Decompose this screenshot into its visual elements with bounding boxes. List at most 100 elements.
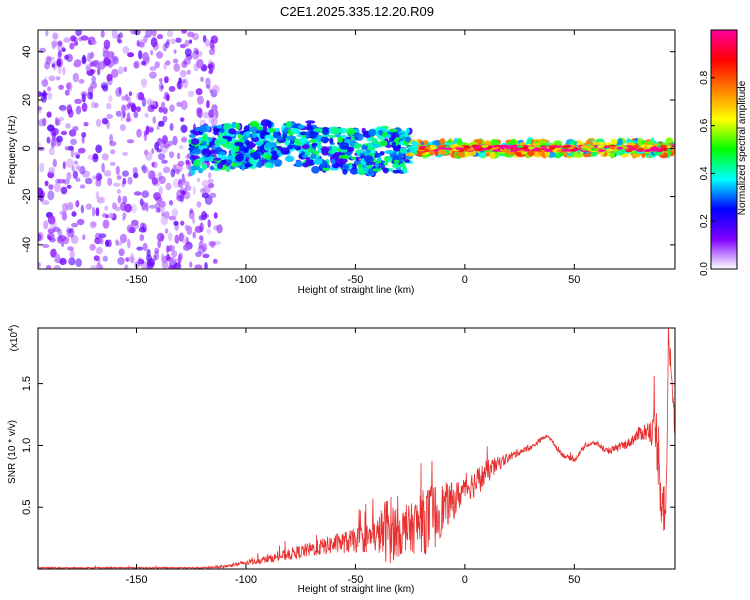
spectrogram-noise-blob bbox=[148, 204, 157, 209]
spectrogram-signal-blob bbox=[348, 165, 353, 169]
spectrogram-noise-blob bbox=[169, 151, 174, 159]
spectrogram-noise-blob bbox=[75, 165, 81, 171]
spectrogram-noise-blob bbox=[59, 257, 67, 266]
spectrogram-signal-blob bbox=[371, 168, 382, 172]
spectrogram-noise-blob bbox=[79, 184, 86, 189]
spectrogram-noise-blob bbox=[111, 68, 119, 78]
spectrogram-noise-blob bbox=[208, 48, 215, 56]
spectrogram-noise-blob bbox=[154, 247, 160, 254]
spectrogram-signal-blob bbox=[660, 144, 668, 148]
spectrogram-noise-blob bbox=[121, 95, 126, 101]
spectrogram-signal-blob bbox=[418, 147, 426, 151]
spectrogram-noise-blob bbox=[175, 168, 180, 175]
spectrogram-signal-blob bbox=[329, 137, 334, 144]
spectrogram-signal-blob bbox=[637, 148, 645, 151]
spectrogram-noise-blob bbox=[102, 84, 109, 92]
spectrogram-noise-blob bbox=[167, 244, 175, 252]
spectrogram-noise-blob bbox=[138, 39, 145, 49]
spectrogram-noise-blob bbox=[199, 235, 204, 241]
spectrogram-noise-blob bbox=[187, 90, 195, 98]
spectrogram-signal-blob bbox=[355, 156, 360, 161]
spectrogram-signal-blob bbox=[328, 134, 336, 139]
spectrogram-noise-blob bbox=[101, 162, 105, 173]
spectrogram-noise-blob bbox=[171, 250, 178, 258]
spectrogram-noise-blob bbox=[75, 154, 80, 159]
spectrogram-noise-blob bbox=[179, 117, 185, 122]
spectrogram-noise-blob bbox=[117, 257, 125, 265]
spectrogram-noise-blob bbox=[154, 61, 160, 69]
spectrogram-signal-blob bbox=[297, 124, 305, 129]
spectrogram-noise-blob bbox=[124, 264, 129, 269]
spectrogram-noise-blob bbox=[65, 123, 71, 129]
spectrogram-signal-blob bbox=[295, 160, 303, 168]
snr-y-tick-label: 0.5 bbox=[21, 500, 33, 515]
spectrogram-noise-blob bbox=[133, 60, 141, 69]
spectrogram-noise-blob bbox=[74, 151, 81, 156]
spectrogram-noise-blob bbox=[122, 212, 127, 219]
spectrogram-noise-blob bbox=[46, 54, 51, 63]
spectrogram-noise-blob bbox=[158, 82, 164, 92]
spectrogram-noise-blob bbox=[55, 253, 61, 263]
spectrogram-signal-blob bbox=[328, 150, 336, 155]
spectrogram-noise-blob bbox=[147, 258, 155, 267]
spectrogram-signal-blob bbox=[217, 162, 224, 170]
spectrogram-noise-blob bbox=[165, 60, 171, 66]
spectrogram-noise-blob bbox=[62, 161, 66, 170]
spectrogram-signal-blob bbox=[531, 148, 539, 152]
spectrogram-signal-blob bbox=[616, 146, 624, 150]
spectrogram-noise-blob bbox=[170, 257, 177, 264]
spectrogram-signal-blob bbox=[274, 127, 280, 133]
spectrogram-noise-blob bbox=[213, 225, 219, 231]
spectrogram-noise-blob bbox=[99, 233, 107, 239]
spectrogram-noise-blob bbox=[102, 255, 109, 262]
spectrogram-signal-blob bbox=[654, 148, 662, 152]
spectrogram-signal-blob bbox=[209, 165, 215, 171]
spectrogram-noise-blob bbox=[192, 32, 199, 41]
spectrogram-signal-blob bbox=[484, 140, 491, 146]
spectrogram-noise-blob bbox=[47, 124, 55, 132]
spectrogram-signal-blob bbox=[188, 133, 196, 139]
spectrogram-signal-blob bbox=[274, 159, 283, 167]
spectrogram-noise-blob bbox=[128, 91, 132, 96]
spectrogram-noise-blob bbox=[57, 40, 63, 47]
spectrogram-noise-blob bbox=[166, 245, 170, 254]
spectrogram-signal-blob bbox=[242, 163, 253, 167]
chart-title: C2E1.2025.335.12.20.R09 bbox=[280, 4, 434, 19]
spectrogram-noise-blob bbox=[58, 234, 67, 242]
spectrogram-signal-blob bbox=[308, 139, 317, 144]
snr-marks bbox=[38, 328, 675, 569]
spectrogram-signal-blob bbox=[338, 154, 347, 159]
spectrogram-signal-blob bbox=[377, 135, 386, 141]
spectrogram-noise-blob bbox=[52, 226, 61, 232]
spectrogram-signal-blob bbox=[573, 151, 580, 158]
spectrogram-noise-blob bbox=[151, 177, 159, 185]
spectrogram-noise-blob bbox=[96, 196, 105, 204]
spectrogram-noise-blob bbox=[154, 251, 160, 261]
spectrogram-noise-blob bbox=[53, 265, 61, 269]
spectrogram-noise-blob bbox=[162, 107, 168, 115]
spectrogram-noise-blob bbox=[171, 208, 179, 217]
spectrogram-signal-blob bbox=[489, 139, 500, 147]
spectrogram-noise-blob bbox=[130, 30, 138, 35]
spectrogram-noise-blob bbox=[38, 91, 42, 97]
spectrogram-signal-blob bbox=[264, 134, 273, 140]
spectrogram-noise-blob bbox=[157, 171, 163, 180]
spectrogram-noise-blob bbox=[117, 195, 122, 204]
spectrogram-noise-blob bbox=[95, 172, 102, 182]
snr-scale-exponent: 4 bbox=[8, 328, 15, 332]
spectrogram-signal-blob bbox=[382, 132, 388, 137]
spectrogram-noise-blob bbox=[150, 104, 155, 110]
spectrogram-marks bbox=[38, 30, 675, 269]
spectrogram-x-ticks: -150 -100 -50 0 50 bbox=[125, 30, 580, 286]
spectrogram-noise-blob bbox=[118, 248, 125, 257]
spectrogram-noise-blob bbox=[200, 187, 206, 194]
spectrogram-signal-blob bbox=[361, 144, 366, 151]
spectrogram-y-tick-label: -40 bbox=[21, 237, 33, 253]
spectrogram-signal-blob bbox=[409, 152, 414, 156]
spectrogram-noise-blob bbox=[97, 257, 101, 267]
spectrogram-noise-blob bbox=[182, 78, 189, 89]
spectrogram-noise-blob bbox=[40, 93, 48, 103]
spectrogram-noise-blob bbox=[158, 120, 165, 127]
spectrogram-noise-blob bbox=[107, 177, 113, 186]
spectrogram-noise-blob bbox=[101, 117, 109, 125]
